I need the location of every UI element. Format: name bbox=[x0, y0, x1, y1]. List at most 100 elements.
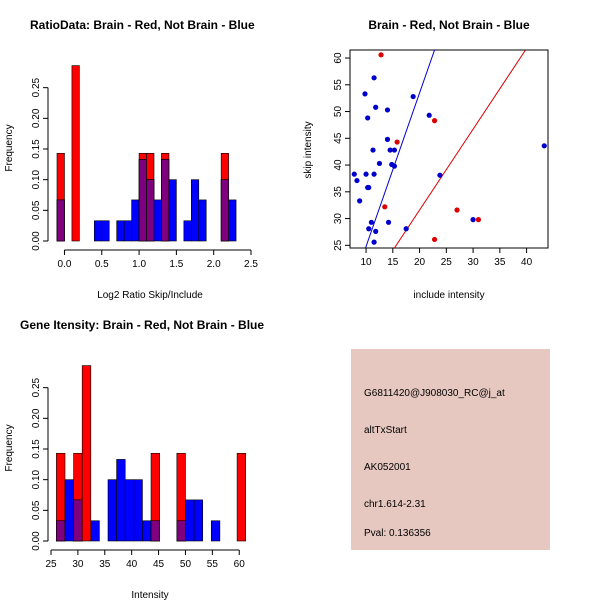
info-panel-background bbox=[351, 349, 550, 550]
ratio-histogram-bar-notbrain bbox=[191, 179, 200, 242]
ratio-histogram-y-tick-label: 0.15 bbox=[31, 139, 42, 159]
intensity-histogram-bar-notbrain bbox=[116, 459, 126, 542]
brain-point bbox=[431, 236, 438, 243]
intensity-histogram-x-tick-label: 40 bbox=[126, 559, 138, 570]
intensity-histogram-bar-overlap bbox=[73, 499, 83, 542]
brain-point bbox=[382, 204, 388, 210]
notbrain-point bbox=[351, 171, 357, 177]
scatter-y-tick-label: 45 bbox=[333, 132, 344, 144]
brain-point bbox=[475, 217, 482, 223]
notbrain-point bbox=[363, 171, 369, 177]
scatter-y-tick-label: 30 bbox=[333, 213, 344, 225]
ratio-histogram-bar-overlap bbox=[220, 179, 229, 242]
ratio-histogram-bar-notbrain bbox=[168, 179, 177, 242]
intensity-histogram-bar-notbrain bbox=[124, 479, 135, 542]
scatter-y-tick-label: 60 bbox=[333, 52, 344, 64]
ratio-histogram-bar-notbrain bbox=[228, 199, 237, 242]
notbrain-point bbox=[354, 177, 360, 184]
intensity-histogram-bar-overlap bbox=[176, 520, 186, 542]
intensity-histogram-bar-notbrain bbox=[64, 479, 74, 542]
ratio-histogram-bar-overlap bbox=[138, 159, 147, 242]
intensity-histogram-y-tick-label: 0.00 bbox=[31, 531, 42, 551]
scatter-plot-frame bbox=[349, 49, 549, 249]
location-text: chr1.614-2.31 bbox=[364, 499, 426, 510]
ratio-histogram-bar-notbrain bbox=[131, 199, 140, 242]
intensity-histogram-ylabel: Frequency bbox=[4, 424, 15, 471]
ratio-histogram-x-tick-label: 0.0 bbox=[58, 259, 72, 270]
intensity-histogram-panel: Gene Itensity: Brain - Red, Not Brain - … bbox=[4, 318, 264, 600]
scatter-title: Brain - Red, Not Brain - Blue bbox=[368, 18, 530, 32]
notbrain-point bbox=[384, 107, 391, 113]
ratio-histogram-bar-notbrain bbox=[101, 220, 110, 242]
brain-point bbox=[454, 207, 460, 213]
ratio-histogram-bar-notbrain bbox=[198, 199, 207, 242]
brain-point bbox=[378, 52, 384, 58]
notbrain-point bbox=[357, 198, 363, 204]
notbrain-point bbox=[365, 115, 371, 121]
intensity-histogram-bar-notbrain bbox=[193, 499, 203, 542]
intensity-histogram-x-tick-label: 55 bbox=[207, 559, 219, 570]
notbrain-point bbox=[371, 239, 377, 245]
notbrain-point bbox=[391, 147, 398, 153]
intensity-histogram-bar-brain bbox=[81, 365, 92, 542]
intensity-histogram-x-tick-label: 35 bbox=[99, 559, 111, 570]
ratio-histogram-bar-overlap bbox=[56, 199, 65, 242]
scatter-y-tick-label: 35 bbox=[333, 186, 344, 198]
info-panel: G6811420@J908030_RC@j_at altTxStart AK05… bbox=[351, 349, 550, 550]
scatter-y-tick-label: 50 bbox=[333, 106, 344, 118]
intensity-histogram-y-tick-label: 0.10 bbox=[31, 469, 42, 489]
notbrain-point bbox=[391, 163, 398, 169]
notbrain-point bbox=[437, 172, 443, 178]
intensity-histogram-y-tick-label: 0.05 bbox=[31, 500, 42, 520]
notbrain-point bbox=[362, 91, 368, 97]
intensity-histogram-bar-brain bbox=[236, 452, 246, 542]
intensity-histogram-bar-notbrain bbox=[185, 499, 195, 542]
scatter-ylabel: skip intensity bbox=[303, 121, 314, 178]
notbrain-point bbox=[371, 171, 377, 177]
intensity-histogram-bar-notbrain bbox=[210, 520, 221, 542]
intensity-histogram-bar-overlap bbox=[150, 520, 160, 542]
notbrain-point bbox=[366, 184, 372, 191]
intensity-histogram-y-tick-label: 0.15 bbox=[31, 439, 42, 459]
notbrain-point bbox=[385, 219, 392, 225]
notbrain-point bbox=[370, 147, 376, 153]
ratio-histogram-bar-notbrain bbox=[183, 220, 192, 242]
intensity-histogram-title: Gene Itensity: Brain - Red, Not Brain - … bbox=[20, 318, 264, 332]
intensity-histogram-bar-notbrain bbox=[90, 520, 100, 542]
event-type-text: altTxStart bbox=[364, 425, 407, 436]
ratio-histogram-bar-overlap bbox=[146, 179, 155, 242]
ratio-histogram-y-tick-label: 0.10 bbox=[31, 169, 42, 189]
notbrain-point bbox=[376, 160, 383, 167]
intensity-histogram-xlabel: Intensity bbox=[131, 590, 168, 600]
intensity-histogram-x-tick-label: 60 bbox=[234, 559, 246, 570]
notbrain-point bbox=[373, 104, 379, 110]
intensity-histogram-bar-notbrain bbox=[133, 479, 143, 542]
accession-text: AK052001 bbox=[364, 462, 411, 473]
scatter-y-tick-label: 40 bbox=[333, 159, 344, 171]
scatter-x-tick-label: 10 bbox=[360, 257, 372, 268]
scatter-x-tick-label: 20 bbox=[414, 257, 426, 268]
brain-point bbox=[431, 118, 438, 124]
pval-text: Pval: 0.136356 bbox=[364, 528, 431, 539]
ratio-histogram-x-tick-label: 2.5 bbox=[244, 259, 258, 270]
notbrain-point bbox=[371, 75, 377, 81]
scatter-y-tick-label: 25 bbox=[333, 239, 344, 251]
ratio-histogram-bar-brain bbox=[71, 65, 80, 242]
notbrain-point bbox=[410, 93, 416, 100]
scatter-x-tick-label: 40 bbox=[521, 257, 533, 268]
ratio-histogram-bar-notbrain bbox=[116, 220, 125, 242]
notbrain-point bbox=[366, 226, 372, 232]
scatter-y-tick-label: 55 bbox=[333, 79, 344, 91]
ratio-histogram-title: RatioData: Brain - Red, Not Brain - Blue bbox=[30, 18, 255, 32]
notbrain-point bbox=[373, 228, 379, 235]
intensity-histogram-bar-overlap bbox=[56, 520, 66, 542]
notbrain-point bbox=[384, 136, 391, 142]
scatter-x-tick-label: 15 bbox=[387, 257, 399, 268]
notbrain-point bbox=[426, 112, 432, 118]
scatter-panel: Brain - Red, Not Brain - Blue include in… bbox=[303, 18, 549, 301]
intensity-histogram-y-tick-label: 0.25 bbox=[31, 377, 42, 397]
ratio-histogram-bar-notbrain bbox=[153, 199, 162, 242]
ratio-histogram-y-tick-label: 0.00 bbox=[31, 231, 42, 251]
scatter-x-tick-label: 30 bbox=[468, 257, 480, 268]
